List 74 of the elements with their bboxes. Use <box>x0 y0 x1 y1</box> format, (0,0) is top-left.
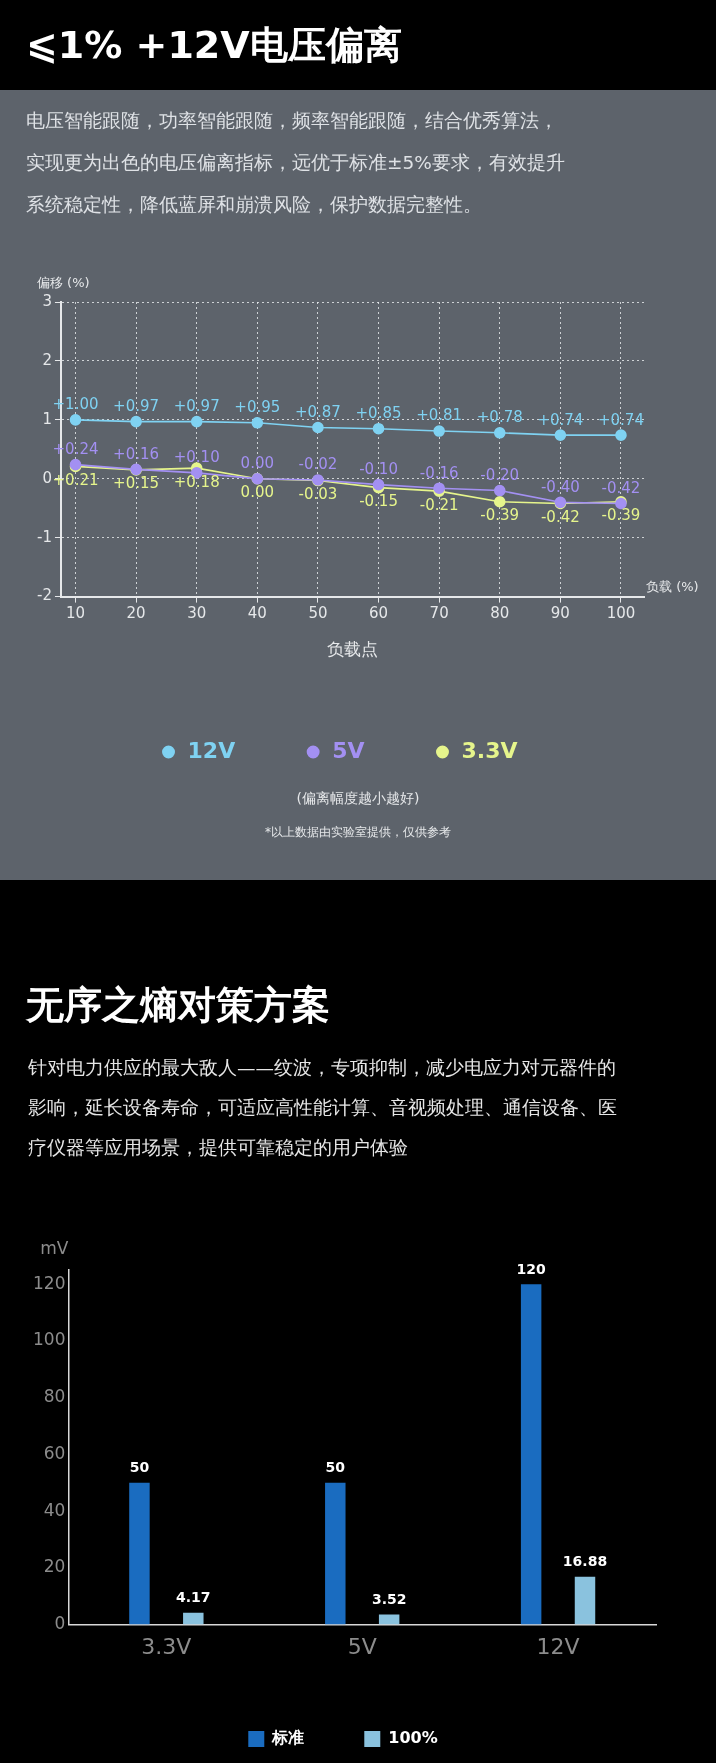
data-label: -0.39 <box>601 506 641 525</box>
data-label: -0.42 <box>540 507 580 526</box>
x-tick-label: 5V <box>347 1633 377 1659</box>
x-tick-label: 100 <box>606 604 636 623</box>
text: (偏离幅度越小越好) <box>295 790 421 808</box>
data-label: +0.18 <box>173 472 220 491</box>
y-tick-label: 0 <box>42 468 52 487</box>
y-tick-label: 100 <box>32 1329 66 1350</box>
chart-title: ⩽1% +12V电压偏离 <box>26 22 402 69</box>
legend-label: 12V <box>187 737 236 763</box>
y-tick-label: 0 <box>54 1613 66 1634</box>
data-label: +0.15 <box>113 474 160 493</box>
y-tick-label: 40 <box>43 1499 66 1520</box>
y-tick-label: 1 <box>42 409 52 428</box>
y-tick-label: 60 <box>43 1442 66 1463</box>
text: 负载 (%) <box>646 579 699 595</box>
x-tick-label: 70 <box>429 604 449 623</box>
legend-label: 标准 <box>271 1728 305 1748</box>
data-label: +0.97 <box>173 397 220 415</box>
data-label: +0.16 <box>113 444 160 463</box>
data-label: +0.74 <box>597 410 644 429</box>
x-tick-label: 12V <box>536 1633 580 1659</box>
data-label: +0.81 <box>416 406 463 425</box>
chart-title: 无序之熵对策方案 <box>26 982 330 1029</box>
y-tick-label: 120 <box>32 1272 66 1293</box>
data-label: -0.20 <box>480 465 520 484</box>
x-tick-label: 40 <box>247 604 267 623</box>
y-axis-title: 偏移 (%) <box>36 274 90 290</box>
x-tick-label: 90 <box>550 604 570 623</box>
data-label: +0.97 <box>113 397 160 415</box>
data-label: -0.40 <box>540 477 580 496</box>
data-label: 3.52 <box>371 1591 407 1608</box>
data-label: 50 <box>129 1459 150 1476</box>
data-label: -0.15 <box>359 491 398 510</box>
chart-subtitle: 针对电力供应的最大敌人——纹波，专项抑制，减少电应力对元器件的影响，延长设备寿命，可适应高性能计算、音视频处理、通信设备、医疗仪器等应用场景，提供可靠稳定的用户体验 <box>28 1056 618 1160</box>
x-tick-label: 3.3V <box>141 1633 192 1659</box>
data-label: -0.03 <box>298 484 338 503</box>
legend-label: 100% <box>388 1728 438 1748</box>
data-label: -0.21 <box>419 495 459 514</box>
y-tick-label: 3 <box>42 291 52 310</box>
y-tick-label: 80 <box>43 1386 66 1407</box>
text: *以上数据由实验室提供，仅供参考 <box>264 824 452 841</box>
x-tick-label: 50 <box>308 604 328 623</box>
data-label: +0.74 <box>537 410 584 429</box>
data-label: -0.16 <box>419 463 459 482</box>
data-label: +0.85 <box>355 404 402 423</box>
chart-subtitle: 电压智能跟随，功率智能跟随，频率智能跟随，结合优秀算法，实现更为出色的电压偏离指标，远优于标准±5%要求，有效提升系统稳定性，降低蓝屏和崩溃风险，保护数据完整性。 <box>26 109 566 217</box>
legend-label: 5V <box>332 737 365 763</box>
data-label: -0.39 <box>480 506 520 525</box>
x-tick-label: 20 <box>126 604 146 623</box>
data-label: +0.87 <box>294 402 341 421</box>
x-tick-label: 30 <box>187 604 207 623</box>
x-tick-label: 60 <box>368 604 389 623</box>
y-tick-label: 20 <box>43 1556 66 1577</box>
data-label: +0.78 <box>476 408 523 427</box>
data-label: 0.00 <box>240 483 275 502</box>
x-tick-label: 10 <box>65 604 86 623</box>
data-label: 0.00 <box>240 454 275 473</box>
data-label: +0.95 <box>234 398 281 417</box>
y-tick-label: 2 <box>42 350 52 369</box>
y-tick-label: -1 <box>36 527 52 546</box>
data-label: -0.42 <box>601 478 641 497</box>
data-label: 16.88 <box>562 1553 608 1570</box>
data-label: 120 <box>516 1260 547 1277</box>
data-label: +0.10 <box>173 448 220 467</box>
data-label: -0.02 <box>298 455 338 474</box>
legend-label: 3.3V <box>461 737 518 763</box>
y-tick-label: -2 <box>36 586 52 605</box>
data-label: 4.17 <box>176 1589 211 1606</box>
x-tick-label: 80 <box>490 604 510 623</box>
y-axis-title: mV <box>40 1237 69 1258</box>
data-label: 50 <box>325 1459 346 1476</box>
x-axis-title: 负载点 <box>326 639 378 660</box>
data-label: -0.10 <box>359 460 398 479</box>
